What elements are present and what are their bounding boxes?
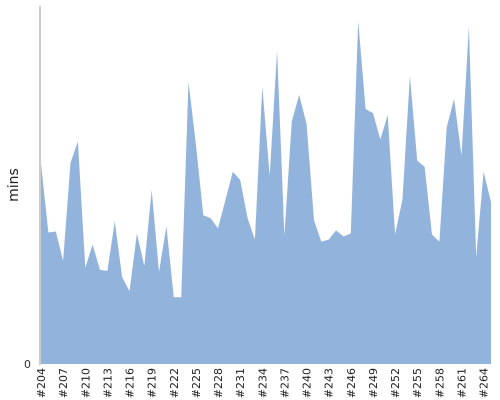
x-tick-label-13: #243 (323, 368, 336, 398)
x-tick-label-10: #234 (256, 368, 269, 398)
x-tick-label-16: #252 (389, 368, 402, 398)
x-tick-label-12: #240 (301, 368, 314, 398)
x-tick-label-0: #204 (35, 368, 48, 398)
y-tick-label-0: 0 (24, 358, 31, 371)
x-tick-labels: #204 #207 #210 #213 #216 #219 #222 #225 #228 #231… (35, 368, 491, 398)
x-tick-label-19: #261 (456, 368, 469, 398)
x-tick-label-14: #246 (345, 368, 358, 398)
x-tick-label-15: #249 (367, 368, 380, 398)
x-tick-label-17: #255 (411, 368, 424, 398)
y-axis-label: mins (6, 168, 22, 202)
x-tick-label-11: #237 (278, 368, 291, 398)
x-tick-label-2: #210 (79, 368, 92, 398)
plot-area (41, 21, 491, 364)
x-tick-label-4: #216 (124, 368, 137, 398)
x-tick-label-7: #225 (190, 368, 203, 398)
x-tick-label-18: #258 (433, 368, 446, 398)
x-tick-label-1: #207 (57, 368, 70, 398)
x-tick-label-6: #222 (168, 368, 181, 398)
x-tick-label-8: #228 (212, 368, 225, 398)
x-tick-label-5: #219 (146, 368, 159, 398)
x-tick-label-9: #231 (234, 368, 247, 398)
series-area (41, 21, 491, 364)
x-tick-label-3: #213 (101, 368, 114, 398)
x-tick-label-20: #264 (478, 368, 491, 398)
